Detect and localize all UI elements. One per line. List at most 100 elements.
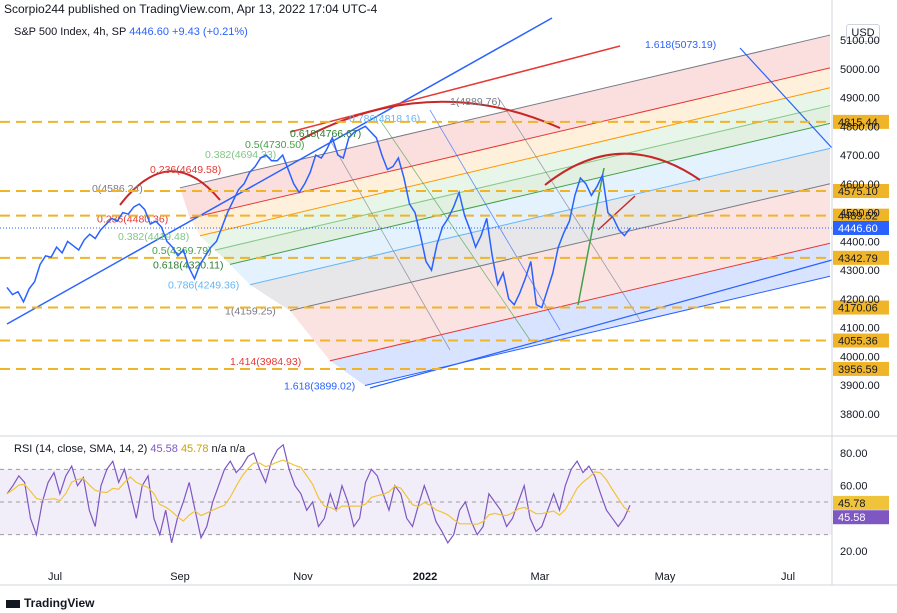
fib-arc [544,152,701,186]
symbol-legend: S&P 500 Index, 4h, SP 4446.60 +9.43 (+0.… [14,26,248,38]
fib-label-left: 1.414(3984.93) [230,356,301,368]
level-price-tag [833,208,889,223]
level-price-label: 4575.10 [838,186,878,198]
fib-label-left: 0.382(4419.48) [118,231,189,243]
publish-header: Scorpio244 published on TradingView.com,… [4,2,378,16]
level-price-label: 3956.59 [838,364,878,376]
x-tick-label: 2022 [413,571,437,583]
level-price-label: 4342.79 [838,253,878,265]
fib-label-upper: 0.236(4649.58) [150,164,221,176]
fib-level-line [179,34,831,189]
axes: 5100.00 5000.00 4900.00 4800.00 4700.00 4600.… [0,0,897,586]
fib-band [230,123,830,285]
symbol-change: +9.43 (+0.21%) [172,26,248,38]
rsi-legend: RSI (14, close, SMA, 14, 2) 45.58 45.78 … [14,443,245,455]
level-lines: 4815.44 4575.10 4489.52 4342.79 4170.06 4055.… [0,114,889,376]
y-tick-label: 4000.00 [840,351,880,363]
fib-band [290,183,830,361]
y-tick-label: 3800.00 [840,409,880,421]
level-price-tag [833,333,889,348]
level-price-tag [833,114,889,129]
fib-label-upper: 0.382(4694.33) [205,149,276,161]
rsi-tag [833,510,889,525]
y-tick-label: 4800.00 [840,121,880,133]
symbol-name: S&P 500 Index, 4h, SP [14,26,127,38]
fib-band [215,105,830,265]
y-tick-label: 4400.00 [840,236,880,248]
fib-label-upper: 1(4889.76) [450,96,501,108]
fib-time-divider [329,139,451,351]
y-tick-label: 3900.00 [840,380,880,392]
tradingview-logo: TradingView [6,596,94,610]
trend-line-red [289,45,621,133]
rsi-na-1: n/a [211,443,227,455]
fib-time-divider [379,119,531,341]
level-price-tag [833,250,889,265]
fib-level-line [229,122,831,265]
fib-band [200,87,830,251]
x-tick-label: Sep [170,571,190,583]
fib-label-upper: 0.618(4766.67) [290,128,361,140]
fib-label-left: 0(4586.24) [92,183,143,195]
fib-right-edge [739,47,833,149]
level-price-label: 4055.36 [838,336,878,348]
rsi-sma-line [6,459,631,525]
y-tick-label: 4100.00 [840,323,880,335]
fib-arc [299,100,561,141]
y-tick-label: 4600.00 [840,179,880,191]
y-tick-label: 4900.00 [840,93,880,105]
y-tick-label: 4700.00 [840,150,880,162]
rsi-line [6,443,631,544]
fib-level-line [289,183,831,312]
fib-band [330,243,830,386]
y-tick-label: 5100.00 [840,35,880,47]
last-price-tag [833,220,889,235]
x-tick-label: Jul [781,571,795,583]
fib-bottom-edge [369,259,833,389]
level-price-label: 4815.44 [838,117,878,129]
rsi-tick-label: 60.00 [840,481,868,493]
rsi-tick-label: 80.00 [840,448,868,460]
rsi-sma-value: 45.78 [180,443,209,455]
fib-arc [119,170,221,206]
y-tick-label: 5000.00 [840,64,880,76]
rsi-sma-tag-label: 45.78 [838,498,866,510]
level-price-tag [833,361,889,376]
rsi-tag-label: 45.58 [838,512,866,524]
symbol-price: 4446.60 [129,26,169,38]
fib-label-upper: 0.5(4730.50) [245,139,305,151]
fib-label-left: 1(4159.25) [225,306,276,318]
fib-band [180,35,830,219]
rsi-na-2: n/a [229,443,246,455]
y-tick-label: 4500.00 [840,208,880,220]
fib-label-upper: 1.618(5073.19) [645,39,716,51]
trend-line-red-short [597,195,636,231]
level-price-tag [833,184,889,199]
x-tick-label: Jul [48,571,62,583]
fib-time-divider [429,109,561,331]
y-tick-label: 4200.00 [840,294,880,306]
rsi-value: 45.58 [150,443,178,455]
currency-button[interactable]: USD [846,24,880,42]
footer-brand: TradingView [24,596,95,610]
y-tick-label: 4300.00 [840,265,880,277]
logo-icon [6,599,20,608]
level-price-label: 4170.06 [838,303,878,315]
rsi-sma-tag [833,495,889,510]
fib-label-left: 1.618(3899.02) [284,381,355,393]
fib-band [250,148,830,311]
fib-band [190,67,830,236]
last-price-label: 4446.60 [838,223,878,235]
x-tick-label: May [655,571,676,583]
x-tick-label: Nov [293,571,313,583]
level-price-tag [833,300,889,315]
level-price-label: 4489.52 [838,211,878,223]
fib-fan-drawing: 0(4586.24)0.236(4480.36)0.382(4419.48)0.… [6,17,833,393]
x-tick-label: Mar [531,571,550,583]
fib-level-line [249,147,831,286]
fib-level-line [214,105,831,251]
trend-line-blue [6,17,553,325]
price-line [6,125,631,309]
